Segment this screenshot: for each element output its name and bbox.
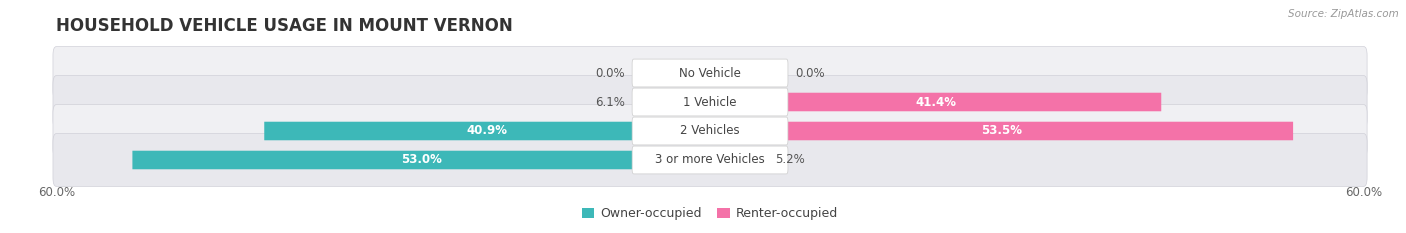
Legend: Owner-occupied, Renter-occupied: Owner-occupied, Renter-occupied	[576, 202, 844, 225]
FancyBboxPatch shape	[710, 93, 1161, 111]
FancyBboxPatch shape	[633, 117, 787, 145]
Text: HOUSEHOLD VEHICLE USAGE IN MOUNT VERNON: HOUSEHOLD VEHICLE USAGE IN MOUNT VERNON	[56, 17, 513, 35]
Text: 53.0%: 53.0%	[401, 154, 441, 167]
FancyBboxPatch shape	[53, 105, 1367, 157]
Text: Source: ZipAtlas.com: Source: ZipAtlas.com	[1288, 9, 1399, 19]
Text: 1 Vehicle: 1 Vehicle	[683, 96, 737, 109]
Text: 0.0%: 0.0%	[794, 66, 825, 79]
FancyBboxPatch shape	[53, 47, 1367, 99]
FancyBboxPatch shape	[710, 151, 766, 169]
FancyBboxPatch shape	[710, 122, 1294, 140]
Text: 3 or more Vehicles: 3 or more Vehicles	[655, 154, 765, 167]
FancyBboxPatch shape	[53, 76, 1367, 128]
Text: 2 Vehicles: 2 Vehicles	[681, 124, 740, 137]
Text: No Vehicle: No Vehicle	[679, 66, 741, 79]
FancyBboxPatch shape	[633, 146, 787, 174]
Text: 41.4%: 41.4%	[915, 96, 956, 109]
FancyBboxPatch shape	[132, 151, 710, 169]
Text: 5.2%: 5.2%	[776, 154, 806, 167]
FancyBboxPatch shape	[633, 59, 787, 87]
FancyBboxPatch shape	[644, 93, 710, 111]
FancyBboxPatch shape	[264, 122, 710, 140]
Text: 53.5%: 53.5%	[981, 124, 1022, 137]
Text: 6.1%: 6.1%	[595, 96, 626, 109]
Text: 0.0%: 0.0%	[595, 66, 626, 79]
FancyBboxPatch shape	[633, 88, 787, 116]
FancyBboxPatch shape	[53, 134, 1367, 186]
Text: 40.9%: 40.9%	[467, 124, 508, 137]
